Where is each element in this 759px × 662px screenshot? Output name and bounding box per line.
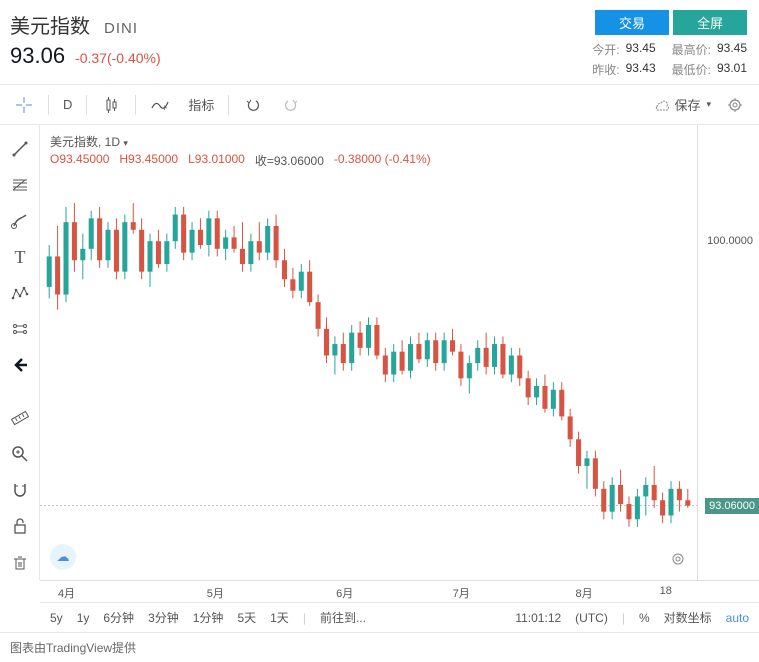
indicator-icon[interactable]: + (146, 91, 174, 119)
interval-selector[interactable]: D (59, 97, 76, 112)
open-value: 93.45 (626, 41, 656, 58)
fib-tool-icon[interactable] (0, 167, 40, 203)
fullscreen-button[interactable]: 全屏 (673, 10, 747, 35)
crosshair-icon[interactable] (10, 91, 38, 119)
instrument-title: 美元指数 (10, 10, 90, 39)
chart-settings-icon[interactable] (667, 548, 689, 570)
clock: 11:01:12 (515, 611, 561, 625)
high-value: 93.45 (717, 41, 747, 58)
redo-icon[interactable] (277, 91, 305, 119)
settings-gear-icon[interactable] (721, 91, 749, 119)
range-5天[interactable]: 5天 (237, 609, 256, 626)
candle-style-icon[interactable] (97, 91, 125, 119)
price-change: -0.37(-0.40%) (75, 50, 161, 66)
chart-symbol-label[interactable]: 美元指数, 1D (50, 135, 120, 149)
instrument-symbol: DINI (104, 20, 138, 37)
zoom-tool-icon[interactable] (0, 436, 40, 472)
open-label: 今开: (592, 41, 619, 58)
candlestick-chart[interactable] (40, 125, 697, 580)
svg-text:+: + (162, 103, 167, 112)
indicator-button[interactable]: 指标 (184, 95, 218, 114)
range-1y[interactable]: 1y (77, 611, 90, 625)
trend-line-icon[interactable] (0, 131, 40, 167)
prediction-tool-icon[interactable] (0, 311, 40, 347)
timezone[interactable]: (UTC) (575, 611, 608, 625)
trade-button[interactable]: 交易 (595, 10, 669, 35)
magnet-tool-icon[interactable] (0, 472, 40, 508)
prev-label: 昨收: (592, 61, 619, 78)
time-axis[interactable]: 4月5月6月7月8月18 (40, 580, 759, 602)
range-1天[interactable]: 1天 (270, 609, 289, 626)
save-button[interactable]: 保存▾ (652, 95, 711, 114)
auto-scale[interactable]: auto (726, 611, 749, 625)
cloud-sync-icon[interactable]: ☁ (50, 544, 76, 570)
back-arrow-icon[interactable] (0, 347, 40, 383)
ruler-tool-icon[interactable] (0, 400, 40, 436)
trash-tool-icon[interactable] (0, 544, 40, 580)
range-5y[interactable]: 5y (50, 611, 63, 625)
undo-icon[interactable] (239, 91, 267, 119)
high-label: 最高价: (672, 41, 711, 58)
low-label: 最低价: (672, 61, 711, 78)
low-value: 93.01 (717, 61, 747, 78)
pattern-tool-icon[interactable] (0, 275, 40, 311)
price-axis[interactable]: 100.000093.06000 (697, 125, 759, 580)
log-toggle[interactable]: 对数坐标 (664, 609, 712, 626)
last-price: 93.06 (10, 43, 65, 69)
range-6分钟[interactable]: 6分钟 (103, 609, 134, 626)
brush-tool-icon[interactable] (0, 203, 40, 239)
text-tool-icon[interactable]: T (0, 239, 40, 275)
pct-toggle[interactable]: % (639, 611, 650, 625)
prev-value: 93.43 (626, 61, 656, 78)
range-3分钟[interactable]: 3分钟 (148, 609, 179, 626)
lock-tool-icon[interactable] (0, 508, 40, 544)
range-1分钟[interactable]: 1分钟 (193, 609, 224, 626)
goto-button[interactable]: 前往到... (320, 609, 366, 626)
attribution: 图表由TradingView提供 (0, 632, 759, 662)
